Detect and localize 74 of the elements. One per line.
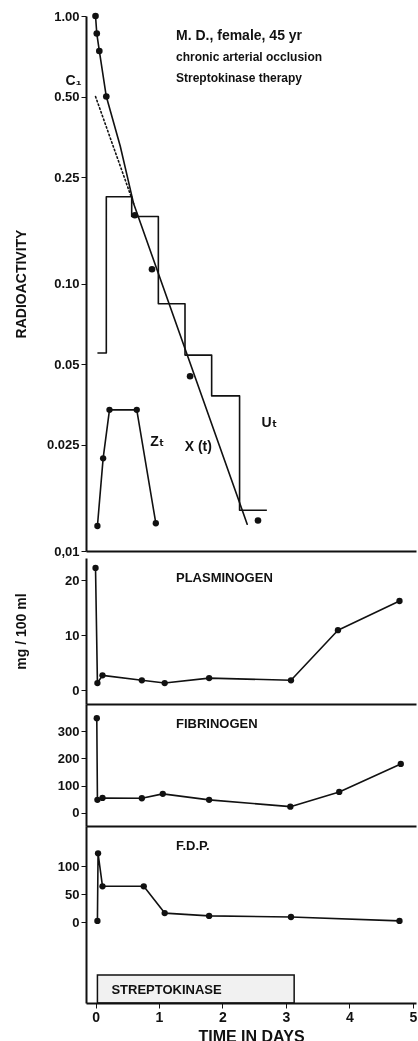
point xyxy=(205,796,213,804)
x-tick-label: 5 xyxy=(409,1008,418,1025)
y-tick-label: 10 xyxy=(65,627,80,643)
annotation: M. D., female, 45 yr xyxy=(176,27,303,43)
point xyxy=(254,517,262,524)
y-tick-label: 20 xyxy=(65,572,80,588)
x-tick-label: 0 xyxy=(92,1008,101,1025)
annotation: Streptokinase therapy xyxy=(176,71,303,85)
point xyxy=(94,522,101,530)
y-axis-title: mg / 100 ml xyxy=(12,593,29,670)
annotation: C₁ xyxy=(65,71,82,88)
point xyxy=(152,520,159,527)
point xyxy=(396,597,403,605)
y-tick-label: 0.50 xyxy=(54,89,80,105)
point xyxy=(396,917,403,925)
band-label: STREPTOKINASE xyxy=(111,982,223,997)
point xyxy=(99,883,106,890)
point xyxy=(287,677,295,684)
y-tick-label: 300 xyxy=(57,723,80,739)
y-tick-label: 1.00 xyxy=(54,8,80,24)
point xyxy=(205,674,213,682)
y-tick-label: 100 xyxy=(57,858,80,874)
text: FIBRINOGEN xyxy=(176,716,258,731)
y-axis-title: RADIOACTIVITY xyxy=(12,228,29,339)
point xyxy=(205,912,213,920)
x-tick-label: 1 xyxy=(155,1008,164,1025)
point xyxy=(138,677,146,684)
point xyxy=(92,564,99,572)
point xyxy=(93,715,100,722)
point xyxy=(334,627,342,634)
point xyxy=(148,265,156,273)
point xyxy=(106,406,113,414)
y-tick-label: 0.025 xyxy=(46,437,80,453)
point xyxy=(138,795,146,802)
annotation: Uₜ xyxy=(261,414,278,431)
text: PLASMINOGEN xyxy=(176,570,273,585)
point xyxy=(93,30,101,37)
point xyxy=(161,679,168,687)
point xyxy=(99,794,106,802)
point xyxy=(133,406,140,414)
y-tick-label: 0,01 xyxy=(54,543,80,559)
point xyxy=(186,372,194,380)
y-tick-label: 0 xyxy=(72,914,80,930)
y-tick-label: 100 xyxy=(57,778,80,794)
point xyxy=(92,12,99,20)
text: F.D.P. xyxy=(176,838,210,853)
point xyxy=(102,93,110,100)
point xyxy=(94,679,101,687)
point xyxy=(99,672,106,679)
point xyxy=(94,850,102,857)
y-tick-label: 0 xyxy=(72,805,80,821)
point xyxy=(96,47,103,55)
y-tick-label: 200 xyxy=(57,750,80,766)
annotation: chronic arterial occlusion xyxy=(176,50,323,64)
x-tick-label: 4 xyxy=(345,1008,354,1025)
point xyxy=(287,803,294,810)
point xyxy=(287,913,295,921)
x-tick-label: 3 xyxy=(282,1008,291,1025)
point xyxy=(94,917,101,925)
point xyxy=(397,760,404,768)
y-tick-label: 0 xyxy=(72,682,80,698)
y-tick-label: 50 xyxy=(65,886,80,902)
annotation: Zₜ xyxy=(150,433,165,450)
point xyxy=(140,883,147,890)
annotation: X (t) xyxy=(184,438,212,455)
x-tick-label: 2 xyxy=(219,1008,228,1025)
point xyxy=(161,909,168,917)
point xyxy=(99,455,107,462)
point xyxy=(336,788,343,796)
x-axis-title: TIME IN DAYS xyxy=(198,1027,305,1041)
y-tick-label: 0.25 xyxy=(54,169,80,185)
point xyxy=(159,790,166,798)
y-tick-label: 0.05 xyxy=(54,356,80,372)
y-tick-label: 0.10 xyxy=(54,276,80,291)
